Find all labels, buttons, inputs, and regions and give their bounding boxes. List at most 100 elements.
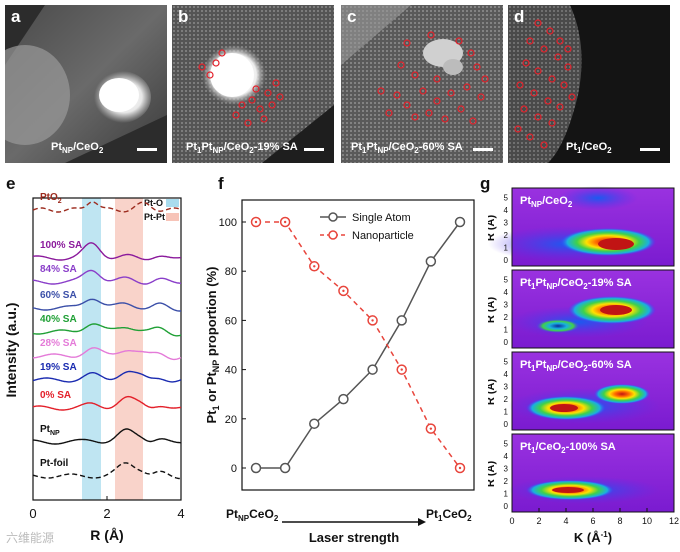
legend-single-atom-marker (328, 212, 338, 222)
f-x-end-label: Pt1CeO2 (426, 507, 472, 523)
wt-ytick-3-3: 3 (504, 465, 509, 474)
curve-label-28-sa: 28% SA (40, 338, 77, 349)
wt-title-1: Pt1PtNP/CeO2-19% SA (520, 277, 632, 291)
series-line-nanoparticle (256, 221, 461, 469)
g-xtick-label-0: 0 (509, 516, 514, 526)
panel-a-caption: PtNP/CeO2 (51, 140, 104, 155)
panel-a-image: a PtNP/CeO2 (5, 5, 167, 163)
panel-f-legend: Single Atom Nanoparticle (320, 212, 414, 242)
panel-e-curves (32, 201, 182, 480)
panel-d-stem-image (508, 5, 670, 163)
wt-map-19sa (508, 270, 674, 348)
wt-ytick-0-1: 1 (504, 244, 509, 253)
curve-label-60-sa: 60% SA (40, 290, 77, 301)
wt-title-0: PtNP/CeO2 (520, 195, 573, 209)
point-single-atom-6 (425, 256, 437, 267)
e-xtick-label-4: 4 (177, 506, 184, 521)
point-dot-2 (313, 265, 316, 268)
wt-ytick-0-0: 0 (504, 256, 509, 265)
wt-frame-2 (511, 351, 675, 431)
f-x-start-label: PtNPCeO2 (226, 507, 279, 523)
panel-b-caption: Pt1PtNP/CeO2-19% SA (186, 140, 298, 155)
panel-c-stem-image (341, 5, 503, 163)
panel-f-label: f (218, 174, 224, 193)
point-dot-3 (342, 289, 345, 293)
curve-label-100-sa: 100% SA (40, 240, 82, 251)
point-dot-7 (458, 466, 462, 470)
panel-d-image: d Pt1/CeO2 (508, 5, 670, 163)
panel-f-frame (241, 199, 475, 491)
panel-g-maps: 012345R (Å)012345R (Å)012345R (Å)012345R… (488, 186, 679, 545)
f-ytick-label-40: 40 (225, 365, 237, 377)
wt-title-3: Pt1/CeO2-100% SA (520, 441, 616, 455)
curve-40-sa (32, 323, 182, 337)
g-xlabel: K (Å-1) (574, 530, 612, 545)
legend-single-atom-text: Single Atom (352, 212, 411, 224)
pt-pt-band (115, 198, 143, 500)
panel-g-label: g (480, 174, 491, 193)
curve-label-40-sa: 40% SA (40, 314, 77, 325)
panel-b-scalebar (304, 148, 324, 151)
wt-ylabel-0: R (Å) (488, 215, 497, 242)
panel-b-image: b Pt1PtNP/CeO2-19% SA (172, 5, 334, 163)
curve-ptnp (32, 428, 182, 445)
panel-c-single-atom-markers (377, 31, 489, 125)
panel-c-caption: Pt1PtNP/CeO2-60% SA (351, 140, 463, 155)
point-single-atom-5 (396, 315, 407, 326)
g-xtick-label-6: 6 (590, 516, 595, 526)
f-ytick-label-60: 60 (225, 315, 237, 327)
wt-ytick-2-3: 3 (504, 383, 509, 392)
wt-frame-0 (511, 187, 675, 267)
legend-nanoparticle-marker (328, 230, 338, 240)
panel-f-series (250, 216, 466, 474)
wt-ytick-2-2: 2 (504, 395, 509, 404)
wt-ylabel-2: R (Å) (488, 379, 497, 406)
panel-a-label: a (11, 7, 21, 26)
panel-c-image: c Pt1PtNP/CeO2-60% SA (341, 5, 503, 163)
curve-label-0-sa: 0% SA (40, 390, 71, 401)
curve-84-sa (32, 269, 181, 285)
wt-map-60sa (508, 352, 674, 430)
panel-d-single-atom-markers (514, 19, 576, 149)
panel-g-map-titles: PtNP/CeO2 Pt1PtNP/CeO2-19% SA Pt1PtNP/CeO2… (520, 195, 632, 455)
panel-a-scalebar (137, 148, 157, 151)
wt-ytick-0-2: 2 (504, 231, 509, 240)
wt-ytick-2-4: 4 (504, 370, 509, 379)
panel-e-legend: Pt-O Pt-Pt (144, 198, 179, 222)
curve-19-sa (32, 370, 182, 383)
g-xtick-label-8: 8 (617, 516, 622, 526)
point-dot-6 (429, 427, 433, 430)
e-ylabel: Intensity (a.u.) (3, 303, 19, 398)
wt-ytick-1-3: 3 (504, 301, 509, 310)
wt-map-ptnp (488, 186, 674, 266)
curve-pt-foil (32, 462, 181, 480)
wt-ytick-1-2: 2 (504, 313, 509, 322)
point-single-atom-2 (309, 418, 320, 429)
wt-map-100sa (508, 434, 674, 512)
curve-28-sa (32, 347, 182, 361)
g-xtick-label-2: 2 (536, 516, 541, 526)
curve-label-pt-foil: Pt-foil (40, 458, 69, 469)
panel-c-scalebar (473, 148, 493, 151)
wt-ytick-0-4: 4 (504, 206, 509, 215)
e-xtick-label-0: 0 (29, 506, 36, 521)
wt-title-2: Pt1PtNP/CeO2-60% SA (520, 359, 632, 373)
point-dot-4 (371, 319, 374, 322)
f-xlabel: Laser strength (309, 530, 399, 545)
wt-ytick-0-3: 3 (504, 219, 509, 228)
point-single-atom-3 (338, 393, 349, 405)
panel-a-stem-image (5, 5, 167, 163)
wt-frame-1 (511, 269, 675, 349)
panel-b-stem-image (172, 5, 334, 163)
curve-label-84-sa: 84% SA (40, 264, 77, 275)
g-xtick-label-4: 4 (563, 516, 568, 526)
point-dot-0 (254, 220, 258, 224)
watermark: 六维能源 (6, 531, 55, 545)
curve-label-pto2: PtO2 (40, 192, 62, 205)
f-ytick-label-20: 20 (225, 414, 237, 426)
f-laser-arrowhead (418, 518, 426, 526)
wt-ylabel-1: R (Å) (488, 297, 497, 324)
legend-pt-o-swatch (166, 199, 179, 207)
wt-ytick-2-0: 0 (504, 420, 509, 429)
